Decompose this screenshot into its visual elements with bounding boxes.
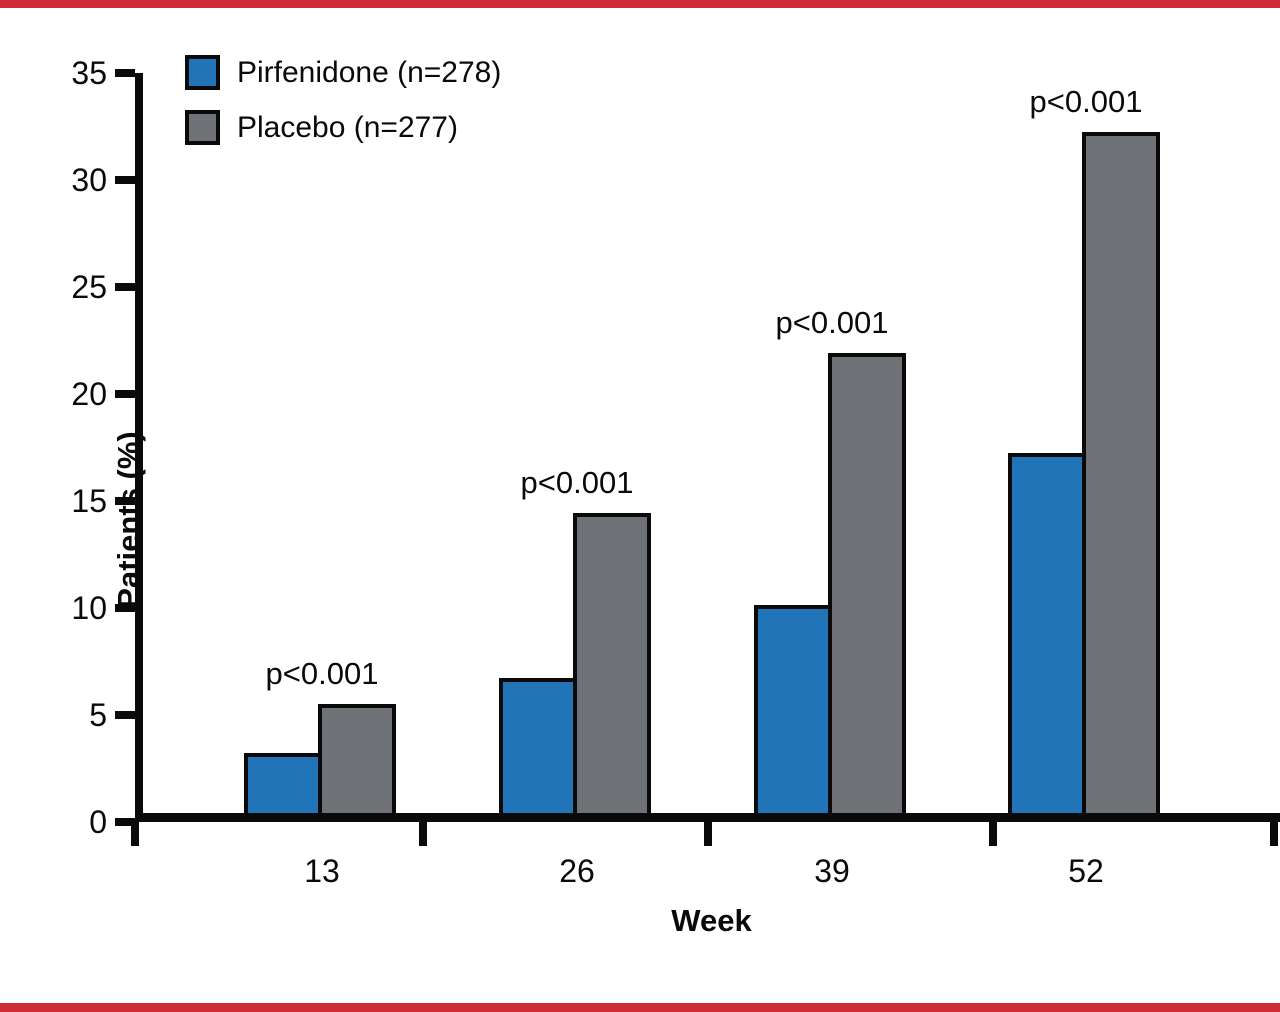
x-tick-label: 26 — [559, 853, 595, 889]
x-tick-label: 39 — [814, 853, 850, 889]
y-axis-tick — [115, 604, 135, 612]
y-axis-title: Patients (%) — [111, 431, 146, 609]
y-axis-tick — [115, 711, 135, 719]
bar-placebo — [1082, 132, 1160, 813]
y-tick-label: 20 — [71, 376, 107, 412]
placebo-swatch-icon — [185, 110, 220, 145]
p-value-label: p<0.001 — [775, 304, 889, 340]
x-axis-title: Week — [671, 903, 752, 938]
y-tick-label: 35 — [71, 55, 107, 91]
p-value-label: p<0.001 — [520, 465, 634, 501]
bottom-accent-rule — [0, 1003, 1280, 1012]
y-tick-label: 15 — [71, 483, 107, 519]
plot-area: Patients (%) Week 0 5 10 15 20 25 30 35 13 p<0.00… — [71, 57, 1280, 938]
y-tick-label: 10 — [71, 590, 107, 626]
y-tick-label: 5 — [89, 697, 107, 733]
legend-item-placebo: Placebo (n=277) — [185, 110, 501, 145]
legend: Pirfenidone (n=278) Placebo (n=277) — [185, 55, 501, 145]
x-axis-tick — [131, 822, 139, 846]
x-axis-tick — [704, 822, 712, 846]
x-axis-tick — [989, 822, 997, 846]
y-tick-label: 30 — [71, 162, 107, 198]
legend-item-pirfenidone: Pirfenidone (n=278) — [185, 55, 501, 90]
x-axis-tick — [419, 822, 427, 846]
y-axis-tick — [115, 69, 135, 77]
p-value-label: p<0.001 — [1029, 84, 1143, 120]
bar-placebo — [828, 352, 906, 813]
y-axis-tick — [115, 497, 135, 505]
bar-pirfenidone — [1008, 453, 1086, 813]
x-tick-label: 13 — [304, 853, 340, 889]
y-axis-tick — [115, 818, 135, 826]
bar-pirfenidone — [244, 753, 322, 813]
legend-label-pirfenidone: Pirfenidone (n=278) — [237, 56, 502, 89]
legend-label-placebo: Placebo (n=277) — [237, 111, 458, 144]
y-axis-tick — [115, 176, 135, 184]
p-value-label: p<0.001 — [265, 655, 379, 691]
top-accent-rule — [0, 0, 1280, 8]
y-axis-tick — [115, 283, 135, 291]
x-axis-tick — [1270, 822, 1278, 846]
y-axis-tick — [115, 390, 135, 398]
bar-placebo — [318, 703, 396, 813]
bar-placebo — [573, 513, 651, 813]
y-tick-label: 0 — [89, 804, 107, 840]
pirfenidone-swatch-icon — [185, 55, 220, 90]
bar-pirfenidone — [499, 678, 577, 813]
bar-pirfenidone — [754, 605, 832, 813]
y-tick-label: 25 — [71, 269, 107, 305]
x-tick-label: 52 — [1068, 853, 1104, 889]
